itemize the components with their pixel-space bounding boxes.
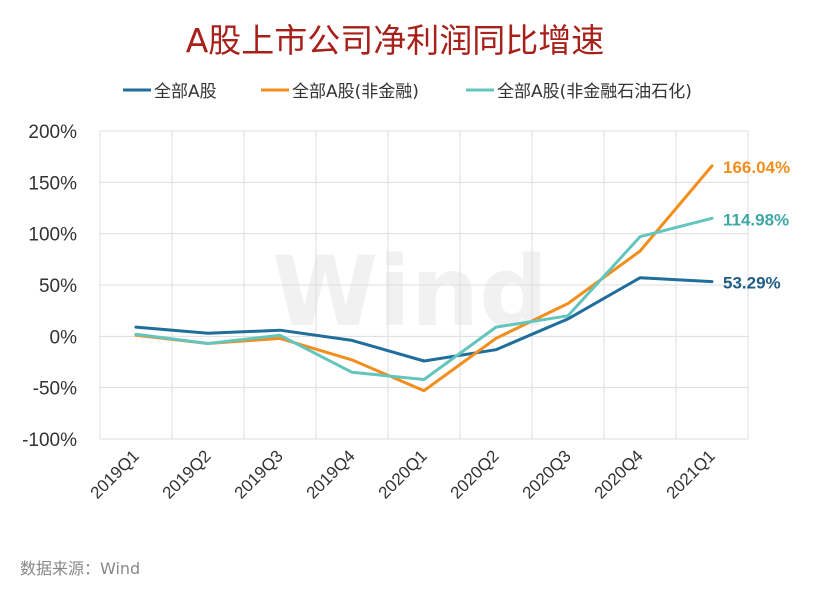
y-tick-label: 200% [28, 122, 77, 143]
end-label-3: 114.98% [723, 210, 789, 229]
grid [99, 130, 749, 440]
y-tick-label: 100% [28, 225, 77, 246]
end-label-2: 166.04% [723, 158, 790, 177]
chart-title: A股上市公司净利润同比增速 [186, 21, 605, 60]
x-tick-label: 2019Q1 [87, 446, 143, 502]
x-tick-label: 2021Q1 [663, 446, 719, 502]
x-axis: 2019Q1 2019Q2 2019Q3 2019Q4 2020Q1 2020Q2 2020… [87, 446, 719, 502]
y-tick-label: 50% [39, 276, 77, 297]
legend-label: 全部A股(非金融石油石化) [497, 82, 692, 102]
x-tick-label: 2019Q3 [231, 446, 287, 502]
x-tick-label: 2020Q3 [519, 446, 575, 502]
end-label-1: 53.29% [723, 274, 781, 293]
x-tick-label: 2020Q2 [447, 446, 503, 502]
series-lines [134, 164, 714, 393]
y-tick-label: 150% [28, 173, 77, 194]
x-tick-label: 2020Q4 [591, 446, 647, 502]
end-labels: 53.29% 166.04% 114.98% [723, 158, 790, 293]
legend: 全部A股 全部A股(非金融) 全部A股(非金融石油石化) [123, 82, 692, 102]
y-tick-label: -50% [33, 379, 77, 400]
x-tick-label: 2020Q1 [375, 446, 431, 502]
source-note: 数据来源：Wind [20, 559, 140, 578]
y-tick-label: -100% [22, 430, 77, 451]
y-axis: 200% 150% 100% 50% 0% -50% -100% [22, 122, 77, 451]
y-tick-label: 0% [50, 327, 78, 348]
x-tick-label: 2019Q4 [303, 446, 359, 502]
x-tick-label: 2019Q2 [159, 446, 215, 502]
legend-label: 全部A股 [154, 82, 217, 102]
series-line-1 [134, 276, 714, 363]
watermark: Wind [272, 236, 548, 348]
series-line-3 [134, 216, 714, 381]
legend-label: 全部A股(非金融) [292, 82, 419, 102]
